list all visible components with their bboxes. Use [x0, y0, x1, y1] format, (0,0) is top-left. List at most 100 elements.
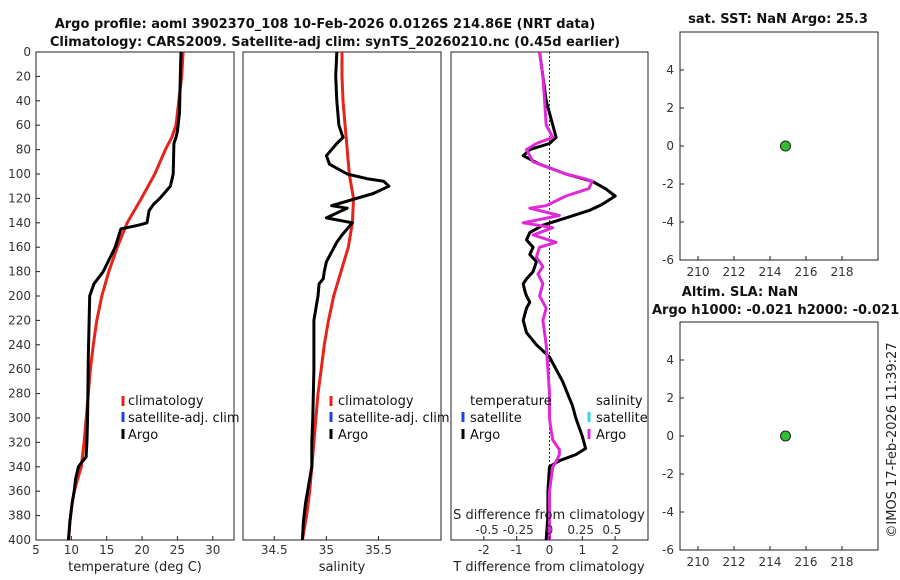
- series-line-climatology: [67, 51, 185, 541]
- data-point: [779, 430, 791, 442]
- y-tick-label: 380: [8, 509, 31, 523]
- x-tick-label: 210: [687, 265, 710, 279]
- y-tick-label: 340: [8, 460, 31, 474]
- y-tick-label: 0: [23, 45, 31, 59]
- salinity-axis-ticks: 34.5 35 35.5: [261, 536, 392, 557]
- sla-panel-title: Altim. SLA: NaN: [682, 285, 798, 300]
- y-tick-label: 180: [8, 265, 31, 279]
- y-tick-label: 140: [8, 216, 31, 230]
- y-tick-label: 2: [666, 391, 674, 405]
- difference-panel: -2 -1 0 1 2 -0.5 -0.25 0 0.25 0.5 S difference f…: [450, 51, 649, 575]
- x-tick-label: 34.5: [261, 543, 288, 557]
- legend-label-s-argo: Argo: [596, 428, 626, 443]
- legend-heading-temperature: temperature: [470, 394, 552, 409]
- data-point: [779, 140, 791, 152]
- y-tick-label: 200: [8, 289, 31, 303]
- series-line-argo: [67, 51, 183, 541]
- legend-label-s-satellite: satellite: [596, 411, 648, 426]
- depth-axis-ticks: 0 20 40 60 80 100 120 140 160 180 200 220 240 260 280 3…: [8, 45, 40, 547]
- x-tick-label: 1: [579, 543, 587, 557]
- secondary-x-tick-label: 0.25: [567, 523, 594, 537]
- secondary-x-tick-label: 0: [546, 523, 554, 537]
- x-tick-label: 212: [723, 265, 746, 279]
- y-tick-label: 360: [8, 484, 31, 498]
- y-tick-label: -6: [662, 543, 674, 557]
- legend-label-satellite-adj: satellite-adj. clim: [338, 411, 450, 426]
- x-tick-label: 25: [170, 543, 185, 557]
- imos-watermark: ©IMOS 17-Feb-2026 11:39:27: [885, 342, 900, 537]
- y-tick-label: 4: [666, 63, 674, 77]
- salinity-axis-label: salinity: [319, 560, 366, 575]
- x-tick-label: 35.5: [365, 543, 392, 557]
- x-tick-label: 2: [611, 543, 619, 557]
- legend-heading-salinity: salinity: [596, 394, 643, 409]
- series-line-s-argo: [521, 51, 594, 540]
- x-tick-label: 210: [687, 555, 710, 569]
- y-tick-label: 320: [8, 435, 31, 449]
- x-tick-label: 216: [795, 555, 818, 569]
- x-tick-label: -1: [511, 543, 523, 557]
- legend-label-climatology: climatology: [338, 394, 414, 409]
- x-tick-label: 35: [319, 543, 334, 557]
- sst-panel-title: sat. SST: NaN Argo: 25.3: [688, 12, 868, 27]
- y-tick-label: 240: [8, 338, 31, 352]
- y-tick-label: 0: [666, 139, 674, 153]
- y-tick-label: 100: [8, 167, 31, 181]
- sla-panel: 4 2 0 -2 -4 -6 210 212 214 216 218: [662, 321, 879, 569]
- sla-axis-ticks: 4 2 0 -2 -4 -6 210 212 214 216 218: [662, 353, 853, 569]
- t-difference-axis-label: T difference from climatology: [452, 560, 645, 575]
- y-tick-label: 60: [16, 118, 31, 132]
- temperature-panel: 0 20 40 60 80 100 120 140 160 180 200 220 240 260 280 3…: [8, 45, 240, 575]
- x-tick-label: 216: [795, 265, 818, 279]
- x-tick-label: 30: [205, 543, 220, 557]
- figure-subtitle: Climatology: CARS2009. Satellite-adj cli…: [50, 35, 620, 50]
- x-tick-label: 15: [99, 543, 114, 557]
- y-tick-label: 280: [8, 387, 31, 401]
- secondary-x-tick-label: 0.5: [602, 523, 621, 537]
- y-tick-label: -4: [662, 215, 674, 229]
- salinity-legend: climatology satellite-adj. clim Argo: [329, 394, 450, 443]
- x-tick-label: 218: [831, 555, 854, 569]
- x-tick-label: 0: [546, 543, 554, 557]
- legend-label-t-argo: Argo: [470, 428, 500, 443]
- x-tick-label: 214: [759, 265, 782, 279]
- y-tick-label: -2: [662, 177, 674, 191]
- x-tick-label: 20: [134, 543, 149, 557]
- x-tick-label: 212: [723, 555, 746, 569]
- legend-label-climatology: climatology: [128, 394, 204, 409]
- y-tick-label: 0: [666, 429, 674, 443]
- salinity-plot-frame: [242, 51, 442, 541]
- x-tick-label: -2: [478, 543, 490, 557]
- y-tick-label: 400: [8, 533, 31, 547]
- difference-legend: temperature satellite Argo salinity sate…: [461, 394, 648, 443]
- y-tick-label: 40: [16, 94, 31, 108]
- y-tick-label: 300: [8, 411, 31, 425]
- legend-label-satellite-adj: satellite-adj. clim: [128, 411, 240, 426]
- s-difference-axis-label: S difference from climatology: [453, 508, 645, 523]
- legend-label-argo: Argo: [128, 428, 158, 443]
- y-tick-label: 20: [16, 69, 31, 83]
- x-tick-label: 214: [759, 555, 782, 569]
- y-tick-label: -2: [662, 467, 674, 481]
- y-tick-label: 160: [8, 240, 31, 254]
- x-tick-label: 218: [831, 265, 854, 279]
- y-tick-label: -6: [662, 253, 674, 267]
- y-tick-label: 4: [666, 353, 674, 367]
- sst-axis-ticks: 4 2 0 -2 -4 -6 210 212 214 216 218: [662, 63, 853, 279]
- t-difference-axis-ticks: -2 -1 0 1 2: [478, 536, 619, 557]
- s-difference-axis-ticks: -0.5 -0.25 0 0.25 0.5: [475, 523, 621, 537]
- temperature-axis-label: temperature (deg C): [68, 560, 202, 575]
- secondary-x-tick-label: -0.25: [503, 523, 534, 537]
- y-tick-label: 120: [8, 191, 31, 205]
- y-tick-label: 80: [16, 143, 31, 157]
- sst-plot-frame: [679, 31, 879, 261]
- secondary-x-tick-label: -0.5: [475, 523, 498, 537]
- salinity-panel: 34.5 35 35.5 salinity climatology satellit…: [242, 51, 450, 575]
- y-tick-label: 220: [8, 313, 31, 327]
- series-line-argo: [300, 51, 391, 541]
- temperature-plot-frame: [35, 51, 235, 541]
- temperature-axis-ticks: 5 10 15 20 25 30: [32, 536, 220, 557]
- sla-plot-frame: [679, 321, 879, 551]
- legend-label-argo: Argo: [338, 428, 368, 443]
